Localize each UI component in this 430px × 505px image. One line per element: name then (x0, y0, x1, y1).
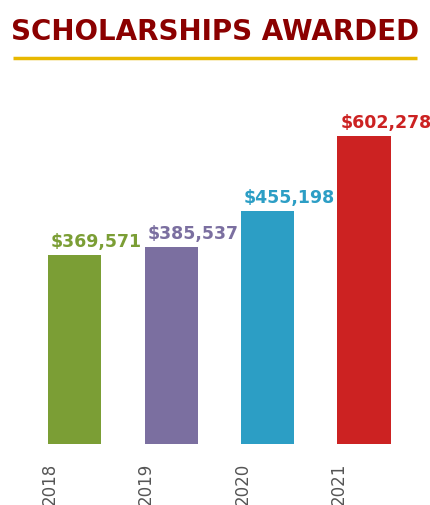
Text: $455,198: $455,198 (244, 189, 335, 207)
Text: 2021: 2021 (330, 462, 348, 504)
Text: $385,537: $385,537 (147, 225, 238, 243)
Text: SCHOLARSHIPS AWARDED: SCHOLARSHIPS AWARDED (11, 18, 419, 45)
Bar (241, 211, 294, 444)
Bar (48, 255, 101, 444)
Bar (144, 247, 198, 444)
Text: 2020: 2020 (233, 462, 252, 504)
Text: 2018: 2018 (41, 462, 58, 504)
Bar (338, 136, 390, 444)
Text: $602,278: $602,278 (340, 114, 430, 132)
Text: $369,571: $369,571 (51, 233, 142, 251)
Text: 2019: 2019 (137, 462, 155, 504)
